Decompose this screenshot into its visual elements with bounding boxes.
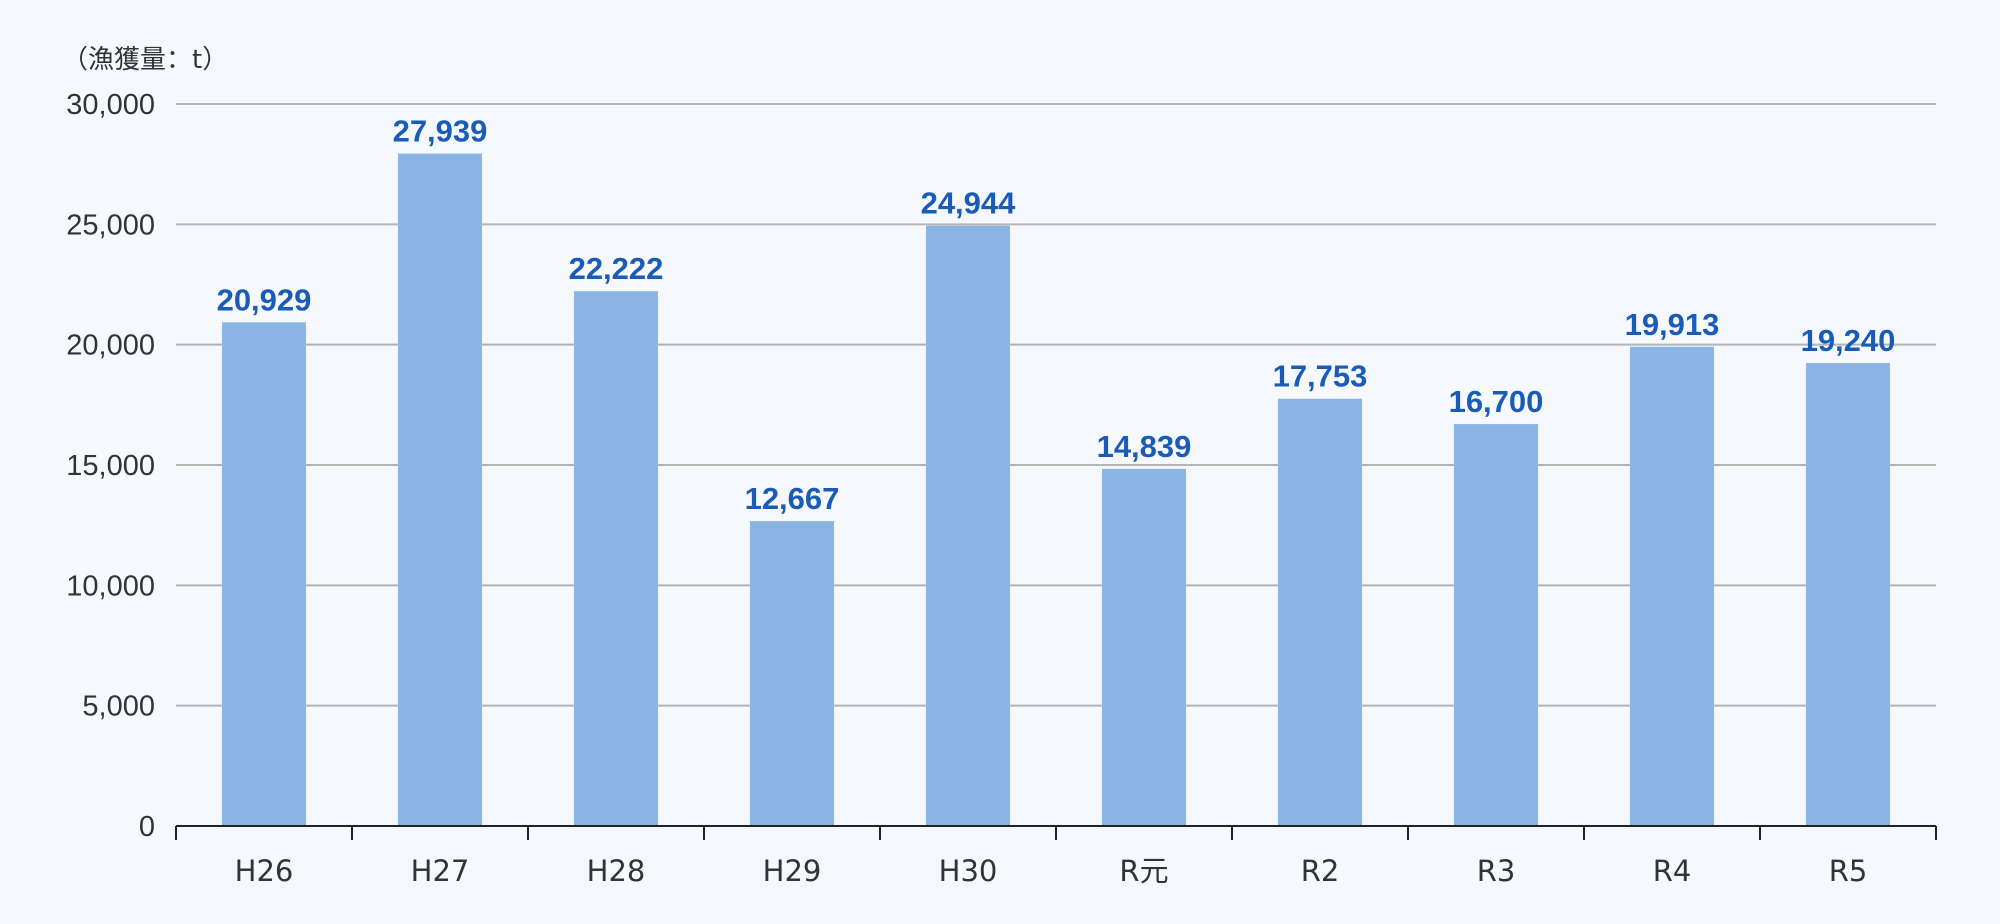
x-tick-label: H28 bbox=[587, 854, 646, 888]
y-tick-label: 30,000 bbox=[66, 89, 155, 121]
x-tick-label: R4 bbox=[1653, 854, 1692, 888]
x-tick-label: H30 bbox=[939, 854, 998, 888]
x-tick-label: R2 bbox=[1301, 854, 1340, 888]
bar bbox=[926, 225, 1010, 827]
bar bbox=[1806, 362, 1890, 826]
data-label: 16,700 bbox=[1449, 384, 1544, 419]
data-labels: 20,929 27,939 22,222 12,667 24,944 14,839 17,7… bbox=[217, 114, 1896, 517]
bar bbox=[574, 291, 658, 826]
x-tick-label: R元 bbox=[1119, 854, 1168, 888]
x-tick-label: H26 bbox=[235, 854, 294, 888]
y-tick-label: 20,000 bbox=[66, 330, 155, 362]
y-tick-label: 5,000 bbox=[82, 691, 155, 723]
bar bbox=[1278, 398, 1362, 826]
data-label: 27,939 bbox=[393, 114, 488, 149]
x-tick-label: R3 bbox=[1477, 854, 1516, 888]
y-axis-ticks: 0 5,000 10,000 15,000 20,000 25,000 30,000 bbox=[66, 89, 155, 843]
y-tick-label: 0 bbox=[139, 811, 155, 843]
data-label: 14,839 bbox=[1097, 429, 1192, 464]
bar bbox=[1630, 346, 1714, 826]
unit-label: （漁獲量：t） bbox=[62, 45, 228, 75]
x-axis-ticks: H26 H27 H28 H29 H30 R元 R2 R3 R4 R5 bbox=[235, 854, 1868, 888]
bar bbox=[1454, 424, 1538, 826]
data-label: 22,222 bbox=[569, 251, 664, 286]
data-label: 20,929 bbox=[217, 282, 312, 317]
bars bbox=[222, 153, 1890, 827]
data-label: 19,913 bbox=[1625, 307, 1720, 342]
bar bbox=[398, 153, 482, 827]
bar bbox=[750, 521, 834, 826]
y-tick-label: 25,000 bbox=[66, 209, 155, 241]
data-label: 24,944 bbox=[921, 186, 1017, 221]
y-tick-label: 15,000 bbox=[66, 450, 155, 482]
x-tick-label: H27 bbox=[411, 854, 470, 888]
x-tick-label: H29 bbox=[763, 854, 822, 888]
data-label: 17,753 bbox=[1273, 359, 1368, 394]
x-tick-label: R5 bbox=[1829, 854, 1868, 888]
bar bbox=[1102, 468, 1186, 826]
data-label: 12,667 bbox=[745, 481, 840, 516]
data-label: 19,240 bbox=[1801, 323, 1896, 358]
y-tick-label: 10,000 bbox=[66, 570, 155, 602]
bar bbox=[222, 322, 306, 826]
x-axis bbox=[175, 825, 1937, 840]
